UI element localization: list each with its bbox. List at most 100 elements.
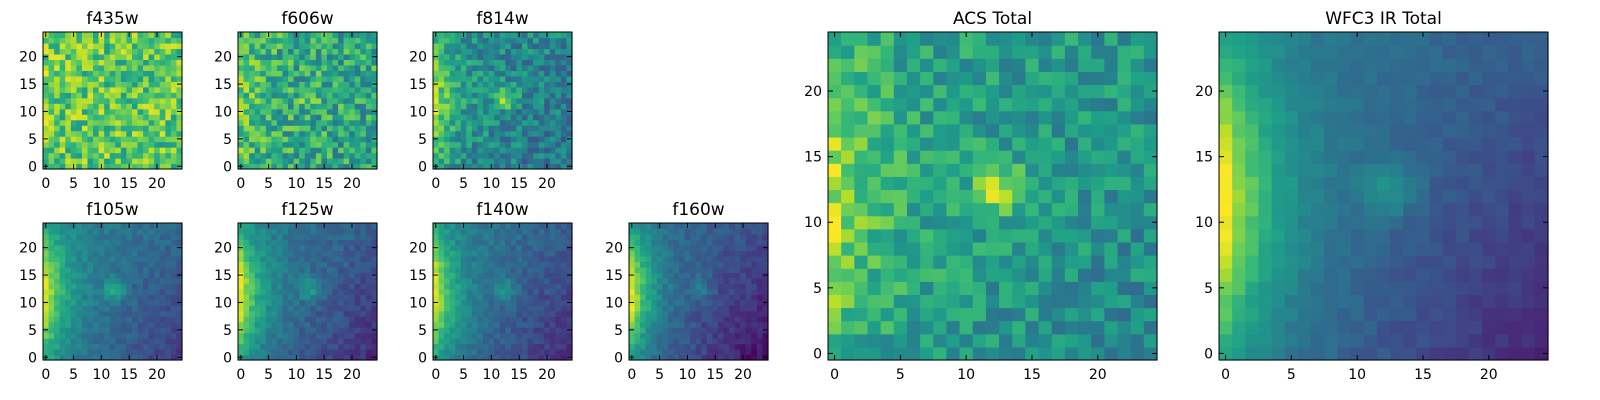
heatmap-cell <box>662 272 669 279</box>
heatmap-cell <box>338 152 345 159</box>
heatmap-cell <box>109 327 116 334</box>
heatmap-cell <box>254 266 261 273</box>
heatmap-cell <box>712 233 719 241</box>
heatmap-cell <box>521 48 529 55</box>
heatmap-cell <box>349 130 356 137</box>
heatmap-cell <box>65 42 72 50</box>
heatmap-cell <box>656 299 663 306</box>
heatmap-cell <box>1117 215 1132 230</box>
heatmap-cell <box>505 136 512 143</box>
heatmap-cell <box>109 163 116 170</box>
heatmap-cell <box>76 288 83 295</box>
heatmap-cell <box>483 250 490 257</box>
heatmap-cell <box>143 64 150 71</box>
heatmap-cell <box>48 261 55 268</box>
heatmap-cell <box>690 239 697 246</box>
heatmap-cell <box>538 316 545 323</box>
heatmap-cell <box>115 130 122 137</box>
heatmap-cell <box>516 255 523 262</box>
heatmap-cell <box>651 239 658 246</box>
heatmap-cell <box>460 59 467 66</box>
heatmap-cell <box>48 64 55 71</box>
heatmap-cell <box>93 136 100 143</box>
heatmap-cell <box>734 299 741 306</box>
heatmap-cell <box>159 288 166 295</box>
heatmap-cell <box>723 283 730 290</box>
heatmap-cell <box>1078 346 1092 361</box>
heatmap-cell <box>499 239 506 246</box>
y-tick-label: 5 <box>28 132 37 148</box>
heatmap-cell <box>120 141 127 148</box>
heatmap-cell <box>137 321 144 328</box>
heatmap-cell <box>499 277 506 284</box>
heatmap-cell <box>315 163 322 170</box>
heatmap-cell <box>154 343 161 350</box>
heatmap-cell <box>109 332 116 339</box>
heatmap-cell <box>483 332 490 339</box>
heatmap-cell <box>165 86 172 93</box>
heatmap-cell <box>985 176 1000 191</box>
heatmap-cell <box>521 64 529 71</box>
heatmap-cell <box>1051 346 1066 361</box>
heatmap-cell <box>326 277 334 284</box>
heatmap-cell <box>438 130 445 137</box>
heatmap-cell <box>315 64 322 71</box>
heatmap-cell <box>76 228 83 235</box>
heatmap-cell <box>455 32 462 39</box>
heatmap-cell <box>745 316 752 323</box>
heatmap-cell <box>70 53 77 60</box>
heatmap-cell <box>109 114 116 121</box>
heatmap-cell <box>751 305 758 312</box>
heatmap-cell <box>471 299 479 306</box>
heatmap-cell <box>115 136 122 143</box>
heatmap-cell <box>249 277 256 284</box>
heatmap-cell <box>354 288 361 295</box>
heatmap-cell <box>304 250 311 257</box>
heatmap-cell <box>729 228 736 235</box>
heatmap-cell <box>360 310 367 317</box>
heatmap-cell <box>906 150 921 164</box>
heatmap-cell <box>656 239 663 246</box>
heatmap-cell <box>544 250 551 257</box>
heatmap-cell <box>499 316 506 323</box>
heatmap-cell <box>109 64 116 71</box>
heatmap-cell <box>444 53 451 60</box>
heatmap-cell <box>321 136 328 143</box>
heatmap-cell <box>867 150 882 164</box>
heatmap-cell <box>354 250 361 257</box>
y-tick-label: 20 <box>409 241 427 257</box>
heatmap-cell <box>477 316 484 323</box>
heatmap-cell <box>70 310 77 317</box>
heatmap-cell <box>299 283 306 290</box>
heatmap-cell <box>332 343 339 350</box>
heatmap-cell <box>304 266 311 273</box>
heatmap-cell <box>360 108 367 115</box>
heatmap-cell <box>449 75 456 82</box>
heatmap-cell <box>249 64 256 71</box>
heatmap-cell <box>304 152 311 159</box>
heatmap-cell <box>841 189 855 204</box>
heatmap-cell <box>104 92 111 99</box>
heatmap-cell <box>1130 215 1145 230</box>
heatmap-cell <box>338 244 345 251</box>
heatmap-cell <box>471 343 479 350</box>
heatmap-cell <box>477 354 484 361</box>
heatmap-cell <box>170 81 178 88</box>
heatmap-cell <box>1064 333 1079 348</box>
heatmap-cell <box>109 53 116 60</box>
heatmap-cell <box>538 354 545 361</box>
heatmap-cell <box>477 294 484 301</box>
heatmap-cell <box>662 349 669 356</box>
heatmap-cell <box>343 70 350 77</box>
heatmap-cell <box>1051 333 1066 348</box>
heatmap-cell <box>288 42 295 50</box>
heatmap-cell <box>510 114 517 121</box>
heatmap-cell <box>354 299 361 306</box>
heatmap-cell <box>449 272 456 279</box>
heatmap-cell <box>349 119 356 126</box>
heatmap-cell <box>499 244 506 251</box>
heatmap-cell <box>893 307 908 322</box>
heatmap-cell <box>148 288 155 295</box>
heatmap-cell <box>433 283 440 290</box>
heatmap-cell <box>538 250 545 257</box>
